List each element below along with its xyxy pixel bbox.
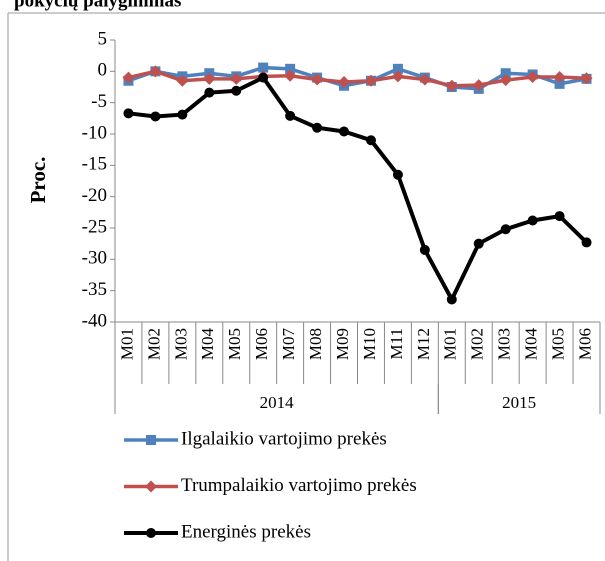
data-point [446, 294, 457, 305]
data-point [177, 109, 188, 120]
data-point [285, 63, 296, 74]
x-tick-label: M03 [495, 328, 514, 360]
x-tick-label: M02 [144, 328, 163, 360]
x-tick-label: M08 [306, 328, 325, 360]
data-point [580, 72, 593, 85]
data-point [553, 70, 566, 83]
legend-label: Trumpalaikio vartojimo prekės [181, 475, 417, 496]
data-point [364, 74, 377, 87]
x-tick-label: M02 [468, 328, 487, 360]
x-tick-label: M01 [441, 328, 460, 360]
y-tick-label: -25 [82, 216, 107, 237]
data-point [554, 211, 565, 222]
y-tick-label: 0 [98, 60, 108, 81]
data-point [473, 238, 484, 249]
data-point [338, 75, 351, 88]
legend-label: Ilgalaikio vartojimo prekės [181, 428, 387, 449]
chart-title: pokyčių palyginimas [14, 0, 181, 11]
x-tick-label: M03 [171, 328, 190, 360]
data-point [500, 224, 511, 235]
y-tick-label: -40 [82, 310, 107, 331]
data-point [527, 215, 538, 226]
x-tick-label: M04 [522, 328, 541, 361]
data-point [581, 237, 592, 248]
y-tick-label: 5 [98, 28, 108, 49]
data-point [392, 169, 403, 180]
data-point [365, 135, 376, 146]
x-tick-label: M11 [387, 328, 406, 360]
data-point [499, 74, 512, 87]
x-tick-label: M06 [575, 328, 594, 360]
data-point [418, 73, 431, 86]
y-tick-label: -35 [82, 279, 107, 300]
data-point [149, 65, 162, 78]
data-point [285, 110, 296, 121]
data-point [258, 72, 269, 83]
data-point [204, 87, 215, 98]
x-tick-label: M01 [117, 328, 136, 360]
data-point [500, 68, 511, 79]
x-tick-label: M05 [548, 328, 567, 360]
legend-marker [145, 480, 157, 493]
series-line [128, 75, 588, 304]
y-tick-label: -20 [82, 185, 107, 206]
x-tick-label: M07 [279, 328, 298, 361]
data-point [122, 71, 135, 84]
x-tick-label: M12 [414, 328, 433, 360]
data-point [311, 73, 324, 86]
y-tick-label: -15 [82, 154, 107, 175]
data-point [176, 74, 189, 87]
data-point [284, 69, 297, 82]
data-point [391, 70, 404, 83]
group-label: 2014 [260, 393, 295, 412]
legend-label: Energinės prekės [181, 521, 311, 542]
data-point [554, 78, 565, 89]
x-tick-label: M06 [252, 328, 271, 360]
data-point [150, 111, 161, 122]
data-point [231, 85, 242, 96]
group-label: 2015 [502, 393, 536, 412]
y-tick-label: -30 [82, 248, 107, 269]
legend-marker [146, 528, 156, 538]
x-tick-label: M04 [198, 328, 217, 361]
data-point [392, 63, 403, 74]
x-tick-label: M05 [225, 328, 244, 360]
data-point [123, 108, 134, 119]
y-tick-label: -5 [91, 91, 107, 112]
data-point [339, 126, 350, 137]
y-axis-label: Proc. [26, 157, 50, 204]
legend-marker [146, 435, 156, 445]
data-point [203, 72, 216, 85]
data-point [258, 62, 269, 73]
data-point [419, 244, 430, 255]
x-tick-label: M09 [333, 328, 352, 360]
y-tick-label: -10 [82, 122, 107, 143]
data-point [312, 122, 323, 133]
data-point [472, 79, 485, 92]
data-point [230, 72, 243, 85]
data-point [445, 79, 458, 92]
data-point [526, 70, 539, 83]
x-tick-label: M10 [360, 328, 379, 360]
